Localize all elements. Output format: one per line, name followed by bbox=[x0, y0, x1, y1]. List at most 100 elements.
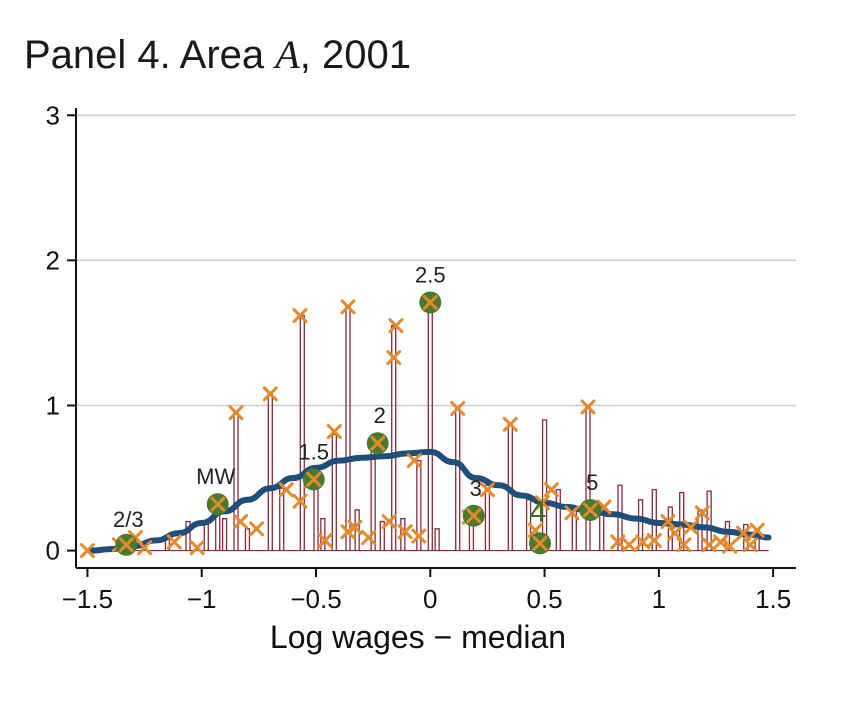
histogram-bar bbox=[331, 433, 337, 551]
x-tick-label: 1 bbox=[652, 584, 666, 614]
cross-marker bbox=[381, 514, 397, 530]
key-point-cross bbox=[210, 496, 226, 512]
x-tick-label: 0.5 bbox=[526, 584, 562, 614]
cross-marker bbox=[450, 400, 466, 416]
key-point-cross bbox=[532, 535, 548, 551]
histogram-bar bbox=[484, 484, 491, 551]
histogram-bar bbox=[599, 506, 605, 551]
histogram-bars bbox=[98, 303, 769, 552]
histogram-bar bbox=[706, 490, 712, 551]
cross-marker bbox=[388, 318, 404, 334]
cross-marker bbox=[166, 534, 182, 550]
cross-marker bbox=[667, 525, 683, 541]
x-tick-label: −0.5 bbox=[290, 584, 341, 614]
cross-marker bbox=[361, 530, 377, 546]
cross-marker bbox=[340, 299, 356, 315]
cross-marker bbox=[411, 528, 427, 544]
cross-marker bbox=[564, 505, 580, 521]
axes: 0 1 2 3 −1.5 −1 −0.5 0 0.5 1 1.5 bbox=[46, 100, 796, 614]
histogram-bar bbox=[379, 520, 385, 551]
key-point-label: 2.5 bbox=[415, 262, 446, 287]
histogram-bar bbox=[637, 499, 644, 551]
cross-marker bbox=[479, 482, 495, 498]
key-point-label: 4 bbox=[530, 495, 547, 528]
cross-marker bbox=[406, 453, 422, 469]
density-curve-layer bbox=[89, 448, 772, 554]
histogram-bar bbox=[434, 528, 440, 551]
cross-marker bbox=[189, 540, 205, 556]
histogram-bar bbox=[345, 306, 351, 551]
cross-marker bbox=[713, 534, 729, 550]
key-point-cross bbox=[306, 471, 322, 487]
key-point-label: 2/3 bbox=[113, 507, 144, 532]
cross-marker bbox=[676, 537, 692, 553]
histogram-bar bbox=[299, 314, 305, 551]
key-point-label: 1.5 bbox=[298, 439, 329, 464]
cross-marker bbox=[543, 482, 559, 498]
cross-marker bbox=[621, 537, 637, 553]
histogram-bar bbox=[279, 487, 285, 551]
y-tick-label: 1 bbox=[46, 390, 60, 420]
x-tick-label: −1 bbox=[187, 584, 217, 614]
histogram-bar bbox=[313, 480, 319, 551]
histogram-bar bbox=[221, 518, 228, 551]
cross-marker bbox=[292, 308, 308, 324]
y-tick-label: 2 bbox=[46, 245, 60, 275]
chart-title-suffix: , 2001 bbox=[300, 33, 411, 77]
cross-marker bbox=[722, 538, 738, 554]
cross-marker bbox=[701, 537, 717, 553]
cross-marker bbox=[262, 386, 278, 402]
histogram-bar bbox=[185, 520, 191, 551]
chart-title: Panel 4. Area A, 2001 bbox=[24, 32, 411, 77]
cross-marker bbox=[340, 524, 356, 540]
cross-marker bbox=[137, 540, 153, 556]
cross-marker bbox=[610, 534, 626, 550]
histogram-bar bbox=[391, 325, 397, 551]
cross-marker bbox=[292, 493, 308, 509]
key-point-cross bbox=[118, 537, 134, 553]
histogram-bar bbox=[555, 488, 561, 551]
key-point-label: 3 bbox=[470, 476, 482, 501]
key-point-label: 2 bbox=[374, 403, 386, 428]
cross-marker bbox=[278, 482, 294, 498]
cross-marker bbox=[735, 525, 751, 541]
histogram-bar bbox=[203, 520, 209, 551]
cross-marker bbox=[317, 532, 333, 548]
cross-marker bbox=[233, 514, 249, 530]
x-tick-label: 0 bbox=[423, 584, 437, 614]
histogram-bar bbox=[427, 303, 433, 551]
histogram-bar bbox=[416, 459, 422, 551]
key-point-label: 5 bbox=[586, 470, 598, 495]
chart-title-variable: A bbox=[272, 32, 300, 77]
key-point-cross bbox=[466, 508, 482, 524]
density-curve bbox=[89, 448, 772, 554]
x-tick-label: 1.5 bbox=[755, 584, 791, 614]
cross-marker bbox=[646, 532, 662, 548]
cross-marker bbox=[749, 522, 765, 538]
cross-marker bbox=[249, 521, 265, 537]
chart-title-prefix: Panel 4. Area bbox=[24, 33, 275, 77]
cross-marker bbox=[326, 424, 342, 440]
y-tick-label: 0 bbox=[46, 536, 60, 566]
key-point-cross bbox=[370, 435, 386, 451]
grid-lines bbox=[76, 114, 796, 407]
cross-markers bbox=[79, 296, 765, 559]
key-point-cross bbox=[582, 502, 598, 518]
cross-marker bbox=[635, 534, 651, 550]
x-tick-label: −1.5 bbox=[62, 584, 113, 614]
cross-marker bbox=[79, 543, 95, 559]
histogram-bar bbox=[455, 407, 461, 551]
cross-marker bbox=[347, 519, 363, 535]
histogram-bar bbox=[244, 528, 251, 551]
cross-marker bbox=[502, 416, 518, 432]
cross-marker bbox=[534, 495, 550, 511]
cross-marker bbox=[228, 405, 244, 421]
cross-marker bbox=[386, 350, 402, 366]
key-points: 2/3 MW 1.5 2 2.5 3 4 5 bbox=[113, 262, 602, 556]
cross-marker bbox=[742, 537, 758, 553]
cross-marker bbox=[694, 505, 710, 521]
cross-marker bbox=[397, 524, 413, 540]
histogram-bar bbox=[267, 393, 273, 551]
key-point-label: MW bbox=[196, 464, 235, 489]
